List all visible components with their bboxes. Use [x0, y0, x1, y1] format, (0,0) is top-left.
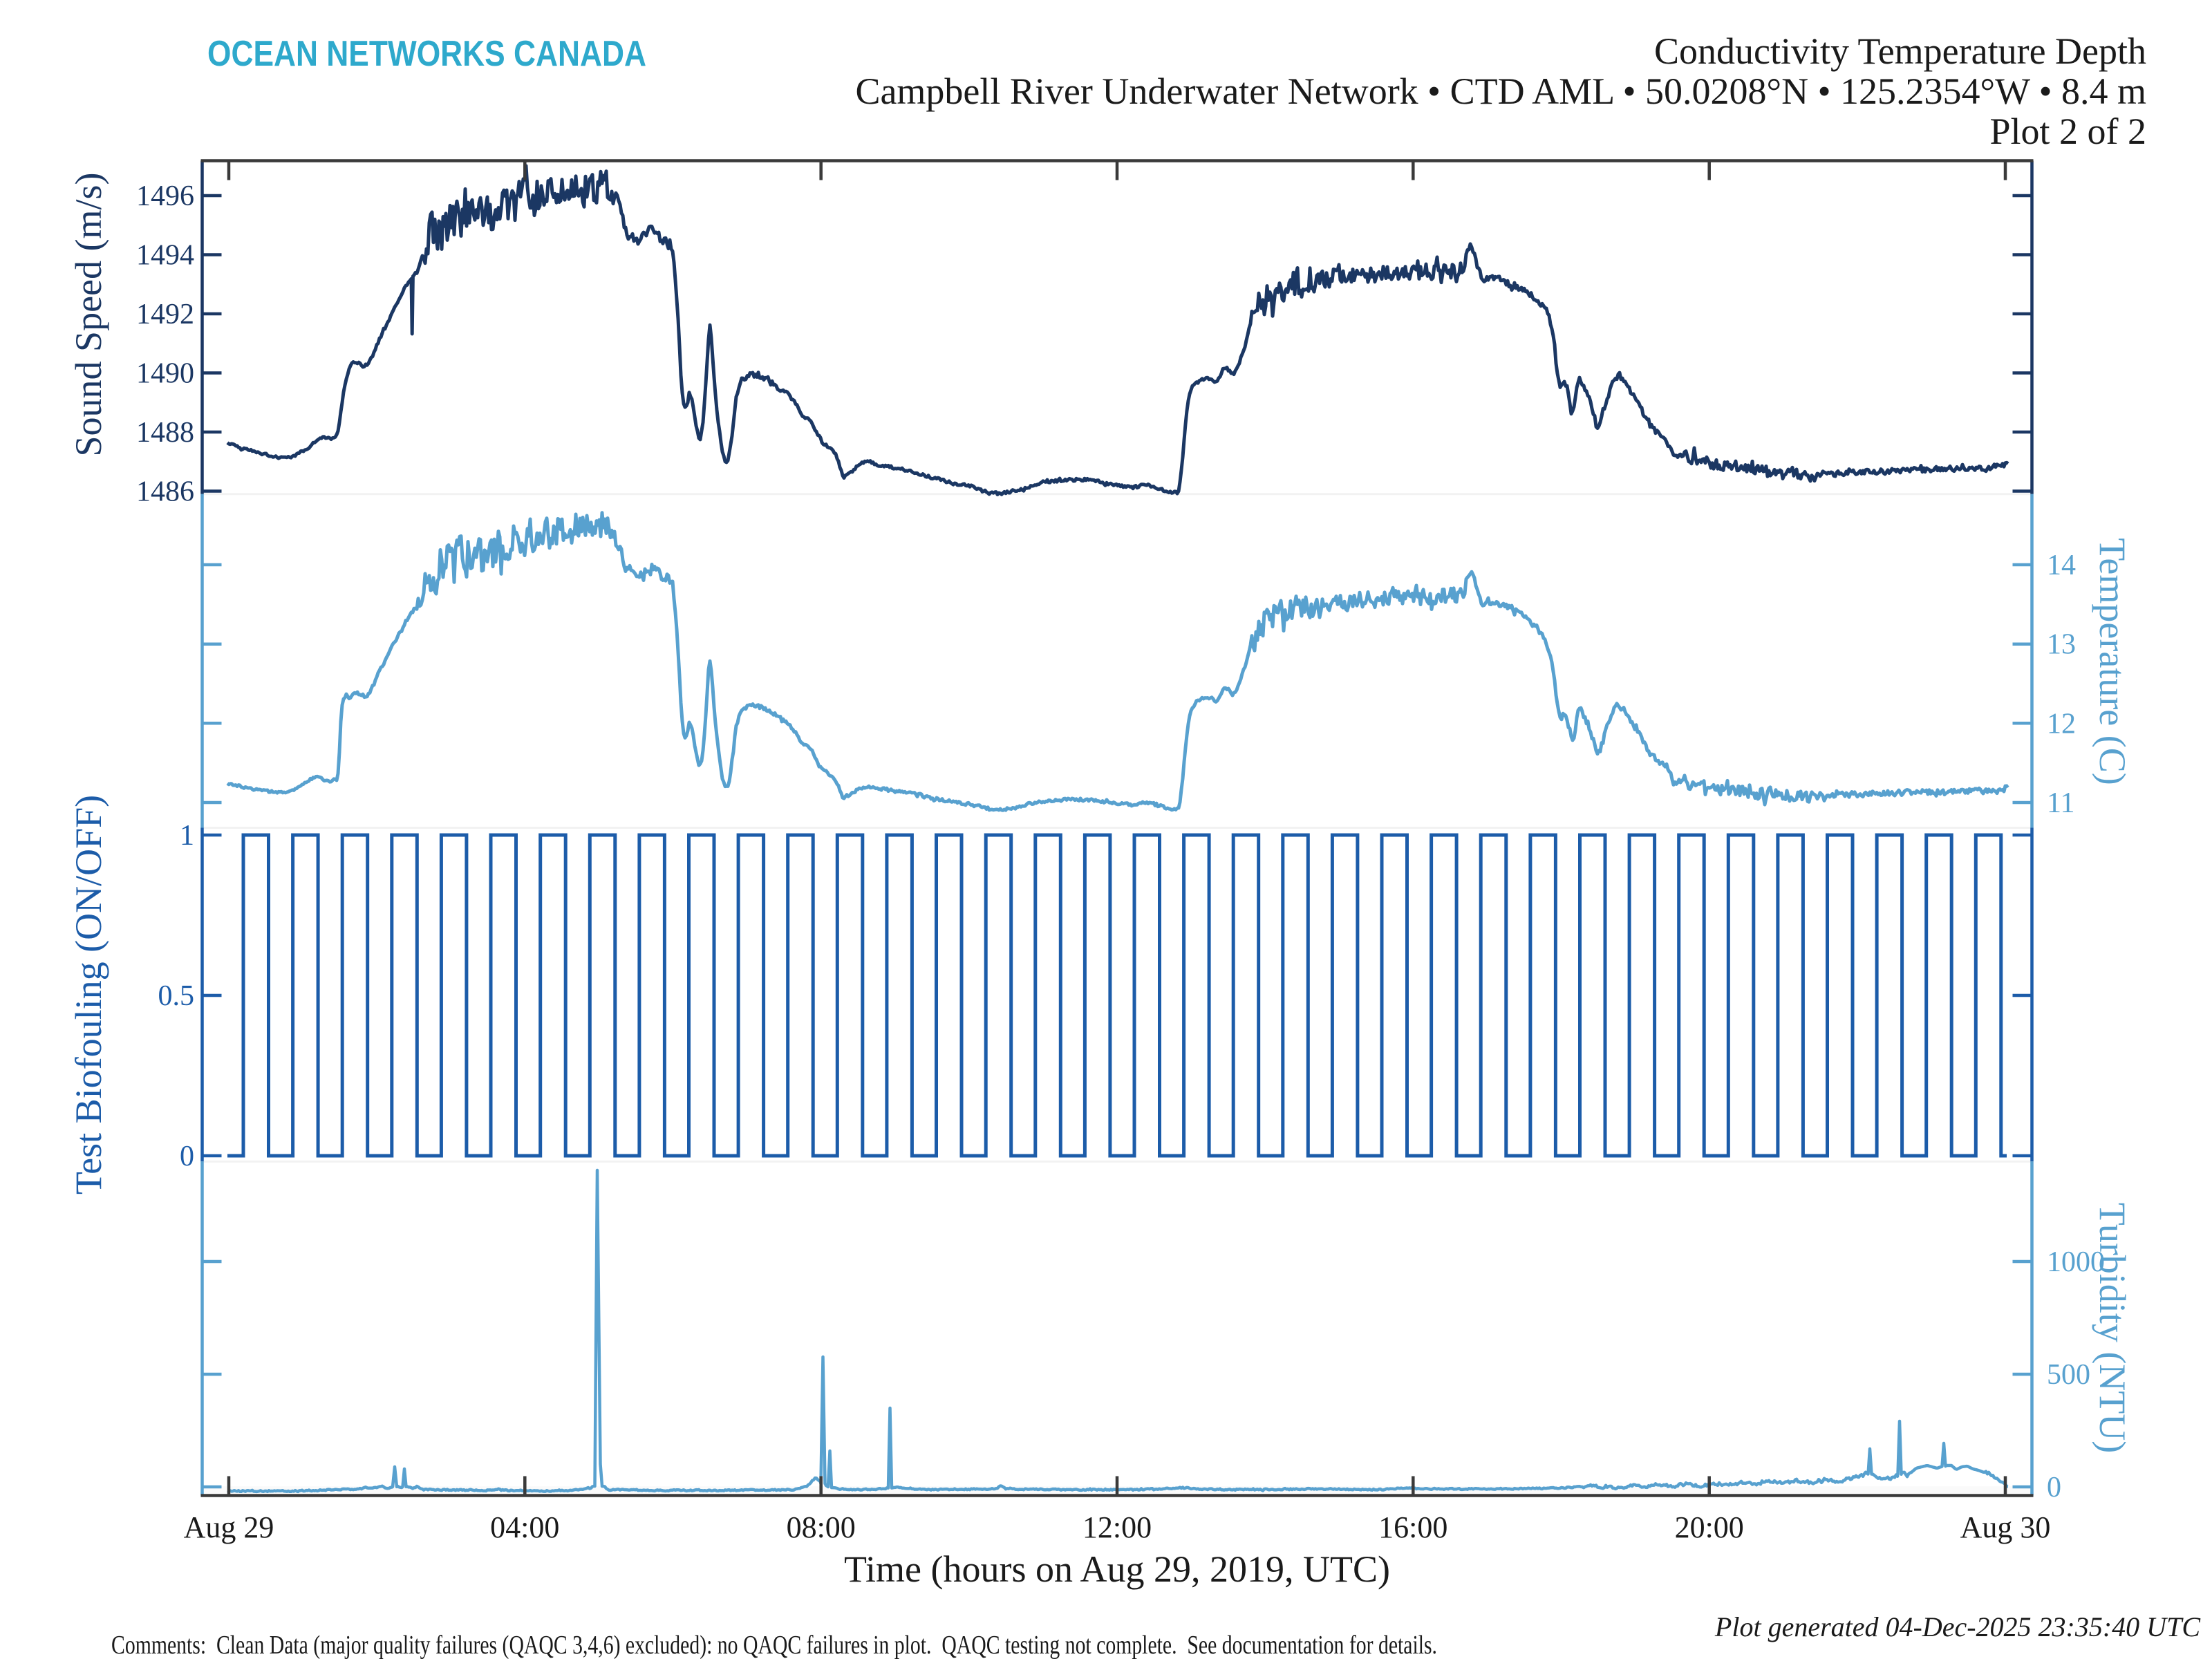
svg-text:OCEAN NETWORKS CANADA: OCEAN NETWORKS CANADA [207, 34, 646, 74]
svg-text:Plot 2 of 2: Plot 2 of 2 [1989, 111, 2146, 152]
svg-text:Comments: Clean Data (major q: Comments: Clean Data (major quality fail… [111, 1631, 1437, 1659]
svg-text:1492: 1492 [136, 299, 194, 330]
svg-text:Conductivity Temperature Depth: Conductivity Temperature Depth [1654, 30, 2146, 72]
svg-text:Aug 30: Aug 30 [1960, 1510, 2051, 1544]
svg-text:Time (hours on Aug 29, 2019, U: Time (hours on Aug 29, 2019, UTC) [844, 1548, 1390, 1590]
svg-text:Campbell River Underwater Netw: Campbell River Underwater Network • CTD … [855, 71, 2146, 112]
svg-text:0.5: 0.5 [158, 980, 195, 1012]
svg-text:1486: 1486 [136, 476, 194, 508]
svg-text:13: 13 [2047, 629, 2076, 661]
svg-text:20:00: 20:00 [1675, 1510, 1744, 1544]
svg-text:1488: 1488 [136, 417, 194, 449]
svg-text:16:00: 16:00 [1378, 1510, 1447, 1544]
svg-text:1496: 1496 [136, 180, 194, 212]
svg-text:11: 11 [2047, 787, 2074, 819]
svg-text:Sound Speed (m/s): Sound Speed (m/s) [68, 173, 109, 457]
svg-text:Plot generated 04-Dec-2025 23:: Plot generated 04-Dec-2025 23:35:40 UTC [1714, 1611, 2201, 1642]
svg-text:Turbidity (NTU): Turbidity (NTU) [2092, 1203, 2133, 1454]
svg-text:12: 12 [2047, 708, 2076, 740]
svg-text:12:00: 12:00 [1082, 1510, 1152, 1544]
svg-text:1490: 1490 [136, 358, 194, 390]
svg-text:1494: 1494 [136, 240, 194, 272]
svg-text:0: 0 [180, 1141, 194, 1172]
svg-text:1000: 1000 [2047, 1246, 2105, 1278]
svg-text:08:00: 08:00 [787, 1510, 856, 1544]
svg-text:0: 0 [2047, 1472, 2061, 1503]
svg-text:Temperature (C): Temperature (C) [2092, 538, 2133, 785]
svg-text:Test Biofouling (ON/OFF): Test Biofouling (ON/OFF) [68, 795, 109, 1194]
svg-text:14: 14 [2047, 550, 2076, 581]
svg-text:Aug 29: Aug 29 [184, 1510, 274, 1544]
svg-text:04:00: 04:00 [490, 1510, 559, 1544]
svg-text:500: 500 [2047, 1359, 2090, 1391]
svg-text:1: 1 [180, 820, 194, 852]
